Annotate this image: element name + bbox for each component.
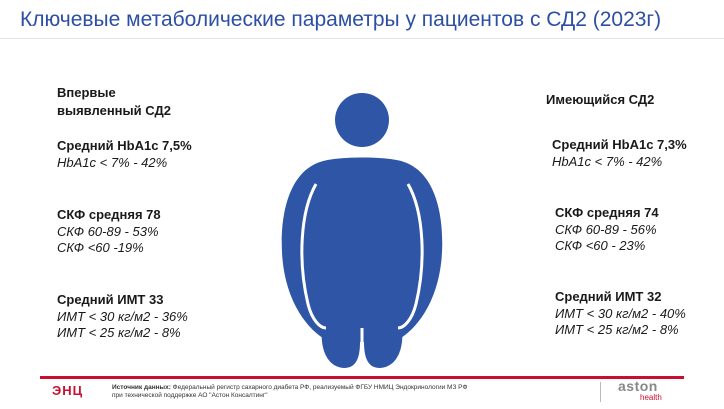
left-hba1c-title: Средний HbA1c 7,5% <box>57 138 192 153</box>
source-line-2: при технической поддержке АО "Астон Конс… <box>112 392 268 399</box>
left-bmi-title: Средний ИМТ 33 <box>57 292 164 307</box>
source-label: Источник данных: <box>112 384 171 391</box>
right-gfr-block: СКФ средняя 74 СКФ 60-89 - 56% СКФ <60 -… <box>555 204 659 254</box>
slide-title: Ключевые метаболические параметры у паци… <box>20 8 662 31</box>
left-bmi-detail-2: ИМТ < 25 кг/м2 - 8% <box>57 325 181 340</box>
left-heading-line1: Впервые <box>57 85 116 100</box>
aston-health-logo: aston health <box>618 379 662 402</box>
left-gfr-detail-2: СКФ <60 -19% <box>57 240 144 255</box>
right-heading: Имеющийся СД2 <box>546 92 655 107</box>
left-bmi-detail-1: ИМТ < 30 кг/м2 - 36% <box>57 309 188 324</box>
title-divider <box>0 38 724 39</box>
right-gfr-detail-1: СКФ 60-89 - 56% <box>555 222 657 237</box>
footer-divider <box>600 382 601 402</box>
left-gfr-title: СКФ средняя 78 <box>57 207 161 222</box>
right-bmi-title: Средний ИМТ 32 <box>555 289 662 304</box>
aston-logo-sub: health <box>640 393 662 402</box>
left-heading-line2: выявленный СД2 <box>57 103 171 118</box>
left-hba1c-detail: HbA1c < 7% - 42% <box>57 155 168 170</box>
right-hba1c-block: Средний HbA1c 7,3% HbA1c < 7% - 42% <box>552 136 687 170</box>
left-gfr-detail-1: СКФ 60-89 - 53% <box>57 224 159 239</box>
right-bmi-block: Средний ИМТ 32 ИМТ < 30 кг/м2 - 40% ИМТ … <box>555 288 686 338</box>
right-bmi-detail-1: ИМТ < 30 кг/м2 - 40% <box>555 306 686 321</box>
left-heading: Впервые выявленный СД2 <box>57 84 171 120</box>
aston-logo-main: aston <box>618 378 658 394</box>
right-gfr-title: СКФ средняя 74 <box>555 205 659 220</box>
enc-logo: ЭНЦ <box>52 383 84 398</box>
source-line-1: Федеральный регистр сахарного диабета РФ… <box>170 384 468 391</box>
right-bmi-detail-2: ИМТ < 25 кг/м2 - 8% <box>555 322 679 337</box>
right-gfr-detail-2: СКФ <60 - 23% <box>555 238 646 253</box>
footer-accent-bar <box>40 376 684 379</box>
left-bmi-block: Средний ИМТ 33 ИМТ < 30 кг/м2 - 36% ИМТ … <box>57 291 188 341</box>
left-hba1c-block: Средний HbA1c 7,5% HbA1c < 7% - 42% <box>57 137 192 171</box>
footer-source: Источник данных: Федеральный регистр сах… <box>112 384 467 400</box>
obese-person-icon <box>281 93 443 370</box>
left-gfr-block: СКФ средняя 78 СКФ 60-89 - 53% СКФ <60 -… <box>57 206 161 256</box>
right-hba1c-detail: HbA1c < 7% - 42% <box>552 154 663 169</box>
right-hba1c-title: Средний HbA1c 7,3% <box>552 137 687 152</box>
